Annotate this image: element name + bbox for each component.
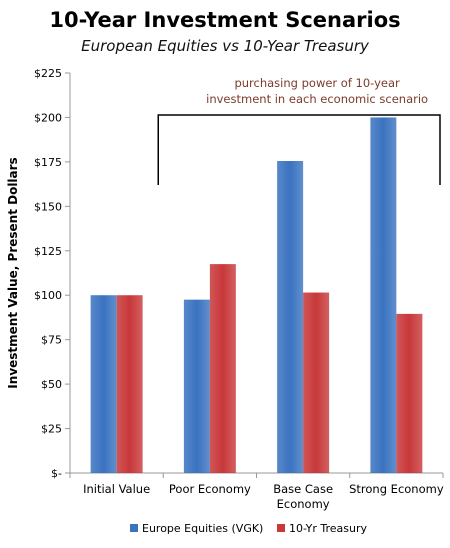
y-ticks: $- $25 $50 $75 $100 $125 $150 $175 $200 $225 bbox=[34, 67, 444, 480]
y-tick-label: $175 bbox=[34, 156, 62, 169]
annotation-text: purchasing power of 10-year bbox=[234, 76, 400, 90]
x-tick-label: Base Case Economy bbox=[273, 482, 333, 511]
y-tick-label: $75 bbox=[41, 334, 62, 347]
y-axis-title: Investment Value, Present Dollars bbox=[6, 157, 20, 388]
x-tick-label: Strong Economy bbox=[349, 482, 444, 496]
bars bbox=[90, 117, 423, 473]
bar-treasury bbox=[209, 264, 236, 473]
legend-label: 10-Yr Treasury bbox=[289, 522, 368, 535]
bar-treasury bbox=[116, 295, 143, 473]
legend-swatch bbox=[277, 524, 285, 532]
bar-treasury bbox=[396, 313, 423, 473]
chart-subtitle: European Equities vs 10-Year Treasury bbox=[81, 37, 369, 55]
bar-treasury bbox=[303, 292, 330, 473]
chart-title: 10-Year Investment Scenarios bbox=[49, 8, 401, 32]
legend-swatch bbox=[130, 524, 138, 532]
x-tick-labels: Initial Value Poor Economy Base Case Econom… bbox=[83, 482, 444, 511]
x-tick-label: Poor Economy bbox=[169, 482, 251, 496]
annotation: purchasing power of 10-year investment in… bbox=[157, 76, 441, 185]
bar-equities bbox=[90, 295, 117, 473]
y-tick-label: $25 bbox=[41, 423, 62, 436]
y-tick-label: $125 bbox=[34, 245, 62, 258]
legend-label: Europe Equities (VGK) bbox=[142, 522, 263, 535]
y-tick-label: $150 bbox=[34, 200, 62, 213]
y-tick-label: $200 bbox=[34, 111, 62, 124]
bar-equities bbox=[183, 299, 210, 473]
legend: Europe Equities (VGK) 10-Yr Treasury bbox=[130, 522, 368, 535]
y-tick-label: $225 bbox=[34, 67, 62, 80]
annotation-text: investment in each economic scenario bbox=[206, 92, 428, 106]
y-tick-label: $100 bbox=[34, 289, 62, 302]
x-tick-label: Initial Value bbox=[83, 482, 150, 496]
bar-equities bbox=[370, 117, 397, 473]
y-tick-label: $50 bbox=[41, 378, 62, 391]
y-tick-label: $- bbox=[51, 467, 62, 480]
annotation-bracket bbox=[157, 114, 441, 185]
bar-equities bbox=[277, 161, 304, 473]
